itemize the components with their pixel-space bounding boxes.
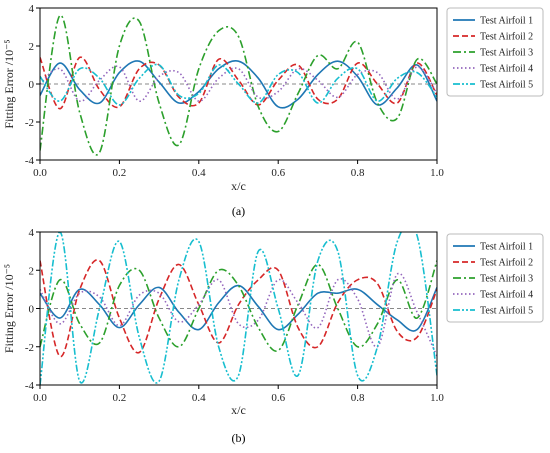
series-line-2 xyxy=(40,56,437,110)
x-tick-label: 0.4 xyxy=(192,167,206,179)
legend-entry: Test Airfoil 4 xyxy=(480,290,533,301)
legend: Test Airfoil 1 Test Airfoil 2 Test Airfoil… xyxy=(446,233,544,323)
x-tick-label: 0.0 xyxy=(33,392,47,404)
y-tick-label: 2 xyxy=(29,41,35,53)
legend-entry: Test Airfoil 3 xyxy=(480,48,533,59)
legend-box xyxy=(446,233,544,323)
legend-entry: Test Airfoil 1 xyxy=(480,16,533,27)
x-tick-label: 0.6 xyxy=(271,167,285,179)
series-line-5 xyxy=(40,232,437,385)
y-tick-label: 4 xyxy=(29,227,35,239)
legend-entry: Test Airfoil 3 xyxy=(480,274,533,285)
x-tick-label: 0.2 xyxy=(113,167,127,179)
y-tick-label: 2 xyxy=(29,265,35,277)
panel-label: (a) xyxy=(232,204,245,218)
series-line-2 xyxy=(40,259,437,358)
y-axis-label: Fitting Error /10⁻⁵ xyxy=(2,39,16,128)
series-line-3 xyxy=(40,14,437,156)
legend: Test Airfoil 1 Test Airfoil 2 Test Airfoil… xyxy=(446,7,544,97)
y-tick-label: -2 xyxy=(25,342,34,354)
panel-label: (b) xyxy=(232,431,246,445)
x-tick-label: 0.8 xyxy=(351,392,365,404)
series-line-1 xyxy=(40,60,437,109)
series-line-1 xyxy=(40,284,437,332)
y-tick-label: 4 xyxy=(29,3,35,15)
x-axis-label: x/c xyxy=(231,179,246,193)
y-tick-label: 0 xyxy=(29,79,35,91)
y-tick-label: -4 xyxy=(25,155,35,167)
legend-entry: Test Airfoil 1 xyxy=(480,242,533,253)
y-tick-label: -2 xyxy=(25,117,34,129)
legend-entry: Test Airfoil 4 xyxy=(480,64,533,75)
x-tick-label: 1.0 xyxy=(430,167,444,179)
legend-entry: Test Airfoil 5 xyxy=(480,306,533,317)
x-axis-label: x/c xyxy=(231,403,246,417)
chart-panel-2: 0.0 0.2 0.4 0.6 0.8 1.0 -4 -2 0 2 4 x/c Fitting Erro… xyxy=(2,227,544,445)
legend-entry: Test Airfoil 5 xyxy=(480,80,533,91)
x-tick-label: 0.4 xyxy=(192,392,206,404)
x-tick-label: 0.0 xyxy=(33,167,47,179)
y-tick-label: -4 xyxy=(25,380,35,392)
x-tick-label: 0.6 xyxy=(271,392,285,404)
legend-box xyxy=(446,7,544,97)
y-axis-label: Fitting Error /10⁻⁵ xyxy=(2,264,16,353)
x-tick-label: 0.2 xyxy=(113,392,127,404)
x-tick-label: 1.0 xyxy=(430,392,444,404)
x-tick-label: 0.8 xyxy=(351,167,365,179)
legend-entry: Test Airfoil 2 xyxy=(480,258,533,269)
series-line-5 xyxy=(40,63,437,106)
chart-panel-1: 0.0 0.2 0.4 0.6 0.8 1.0 -4 -2 0 2 4 x/c Fitting Erro… xyxy=(2,3,544,218)
y-tick-label: 0 xyxy=(29,304,35,316)
legend-entry: Test Airfoil 2 xyxy=(480,32,533,43)
